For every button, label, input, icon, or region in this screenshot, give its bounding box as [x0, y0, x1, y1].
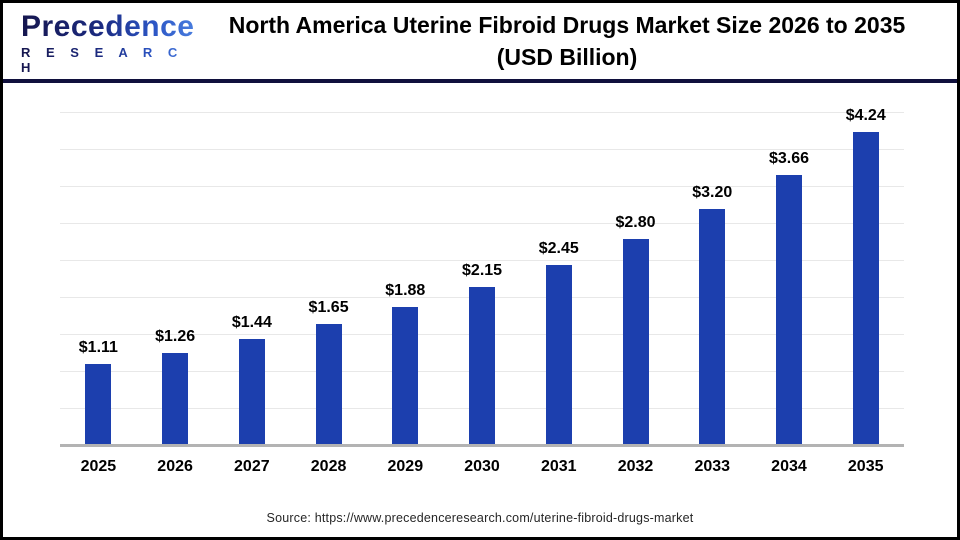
bar-value-label: $1.65: [308, 298, 349, 316]
bar-value-label: $3.20: [692, 184, 733, 202]
bar-value-label: $2.45: [538, 239, 579, 257]
chart-title-line1: North America Uterine Fibroid Drugs Mark…: [228, 11, 906, 38]
bar-value-label: $4.24: [845, 107, 886, 125]
gridline: [60, 186, 904, 187]
bar-column-2027: $1.44: [213, 96, 290, 446]
x-tick-2025: 2025: [80, 458, 117, 475]
bar-2027: [238, 339, 265, 446]
x-tick-2035: 2035: [847, 458, 884, 475]
bar-2032: [622, 238, 649, 446]
bars-container: $1.11 $1.26 $1.44 $1.65 $1.88 $2.15 $2.45 $2.80…: [60, 96, 904, 446]
bar-value-label: $1.11: [78, 338, 118, 356]
bar-value-label: $1.88: [385, 281, 426, 299]
bar-value-label: $1.44: [231, 314, 272, 332]
bar-2033: [699, 209, 726, 446]
x-axis-labels: 2025 2026 2027 2028 2029 2030 2031 2032 2033 2034…: [60, 458, 904, 476]
bar-column-2034: $3.66: [751, 96, 828, 446]
bar-2026: [162, 352, 189, 446]
gridline: [60, 149, 904, 150]
bar-2031: [545, 264, 572, 446]
bar-chart: $1.11 $1.26 $1.44 $1.65 $1.88 $2.15 $2.45 $2.80…: [3, 96, 957, 476]
chart-title-line2: (USD Billion): [496, 44, 638, 70]
bar-2030: [469, 286, 496, 446]
x-axis-line: [60, 444, 904, 447]
bar-column-2025: $1.11: [60, 96, 137, 446]
bar-column-2028: $1.65: [290, 96, 367, 446]
x-tick-2033: 2033: [694, 458, 731, 475]
bar-column-2031: $2.45: [520, 96, 597, 446]
bar-column-2030: $2.15: [444, 96, 521, 446]
bar-column-2026: $1.26: [137, 96, 214, 446]
bar-2028: [315, 323, 342, 446]
x-tick-2029: 2029: [387, 458, 424, 475]
bar-2025: [85, 363, 112, 446]
bar-value-label: $1.26: [155, 327, 196, 345]
bar-column-2029: $1.88: [367, 96, 444, 446]
footer: Source: https://www.precedenceresearch.c…: [3, 511, 957, 525]
brand-logo: Precedence R E S E A R C H: [21, 8, 197, 75]
x-tick-2030: 2030: [464, 458, 500, 475]
bar-value-label: $3.66: [768, 150, 809, 168]
bar-column-2032: $2.80: [597, 96, 674, 446]
x-tick-2032: 2032: [617, 458, 654, 475]
chart-title: North America Uterine Fibroid Drugs Mark…: [197, 9, 937, 73]
gridline: [60, 260, 904, 261]
gridline: [60, 223, 904, 224]
bar-2034: [775, 175, 802, 446]
brand-name: Precedence: [21, 11, 197, 42]
x-tick-2027: 2027: [234, 458, 270, 475]
source-text: Source: https://www.precedenceresearch.c…: [266, 511, 694, 525]
bar-column-2035: $4.24: [827, 96, 904, 446]
bar-column-2033: $3.20: [674, 96, 751, 446]
brand-subtitle: R E S E A R C H: [21, 45, 197, 75]
x-tick-2026: 2026: [157, 458, 193, 475]
bar-2029: [392, 306, 419, 446]
header: Precedence R E S E A R C H North America…: [3, 3, 957, 83]
bar-2035: [852, 132, 879, 446]
x-tick-2034: 2034: [771, 458, 807, 475]
gridline: [60, 112, 904, 113]
plot-area: $1.11 $1.26 $1.44 $1.65 $1.88 $2.15 $2.45 $2.80…: [60, 96, 904, 447]
bar-value-label: $2.15: [462, 261, 503, 279]
bar-value-label: $2.80: [615, 213, 656, 231]
x-tick-2028: 2028: [310, 458, 347, 475]
x-tick-2031: 2031: [540, 458, 577, 475]
title-area: North America Uterine Fibroid Drugs Mark…: [197, 9, 943, 73]
